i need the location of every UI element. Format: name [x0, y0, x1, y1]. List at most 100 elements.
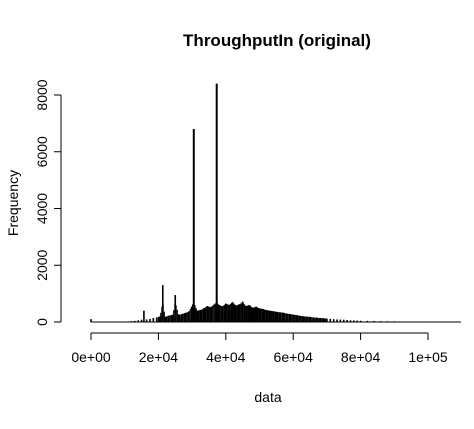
histogram-bar [137, 320, 139, 322]
histogram-bar [169, 315, 171, 322]
histogram-bar [285, 313, 287, 322]
histogram-bar [276, 311, 279, 322]
histogram-bar [143, 310, 145, 322]
histogram-bar [186, 312, 188, 322]
histogram-bar [181, 314, 183, 322]
histogram-bar [315, 317, 318, 322]
histogram-bar [190, 306, 193, 322]
histogram-bar [269, 310, 272, 322]
histogram-bar [298, 315, 300, 322]
histogram-bar [140, 319, 143, 322]
histogram-bar [282, 312, 285, 322]
histogram-bar [220, 305, 222, 322]
histogram-bar [293, 314, 295, 322]
histogram-bar [236, 305, 239, 322]
histogram-bar [152, 318, 155, 322]
histogram-bar [342, 319, 345, 322]
y-axis: 0 2000 4000 6000 8000 [34, 79, 62, 326]
histogram-bar [174, 303, 176, 322]
histogram-bar [256, 307, 259, 322]
histogram-bar [329, 318, 332, 322]
x-tick-label: 1e+05 [408, 349, 448, 365]
x-axis-label: data [254, 389, 281, 405]
histogram-bar [170, 315, 172, 322]
histogram-bar [221, 306, 223, 322]
histogram-bar [222, 305, 224, 322]
histogram-bar [346, 320, 348, 322]
histogram-bar [164, 316, 167, 322]
histogram-bar [200, 309, 202, 322]
histogram-bar [247, 305, 249, 322]
histogram-bar [279, 312, 281, 322]
x-tick-label: 2e+04 [139, 349, 179, 365]
y-tick-label: 2000 [34, 249, 50, 280]
histogram-bar [216, 302, 218, 322]
histogram-bar [288, 313, 290, 322]
histogram-bar [227, 304, 229, 322]
histogram-bar [324, 318, 326, 322]
histogram-bar [145, 319, 148, 322]
histogram-bar [304, 316, 306, 322]
histogram-bar [243, 304, 246, 322]
histogram-bar [168, 315, 170, 322]
histogram-bar [326, 318, 328, 322]
histogram-bar [281, 312, 283, 322]
histogram-bar [266, 310, 268, 322]
x-tick-label: 6e+04 [274, 349, 314, 365]
histogram-bar [289, 314, 292, 322]
histogram-bar [184, 312, 187, 322]
histogram-bar [217, 304, 220, 322]
histogram-bar [322, 318, 325, 322]
histogram-bar [313, 317, 315, 322]
histogram-bar [188, 311, 190, 322]
histogram-bar [349, 320, 352, 322]
histogram-bar [246, 305, 248, 322]
histogram-bar [253, 307, 255, 322]
histogram-bar [183, 313, 185, 322]
histogram-bar [232, 302, 234, 322]
y-tick-label: 0 [34, 318, 50, 326]
histogram-bar [228, 304, 230, 322]
histogram-bar [299, 315, 301, 322]
y-axis-label: Frequency [5, 170, 21, 236]
histogram-bar [239, 304, 241, 322]
histogram-bar [226, 303, 228, 322]
histogram-bar [192, 129, 195, 322]
histogram-bar [158, 316, 161, 322]
histogram-bar [332, 319, 335, 322]
histogram-bar [163, 311, 165, 322]
histogram-bar [305, 316, 307, 322]
x-axis: 0e+00 2e+04 4e+04 6e+04 8e+04 1e+05 [71, 332, 448, 365]
histogram-bar [161, 306, 163, 322]
histogram-bar [319, 318, 321, 322]
histogram-bar [204, 307, 207, 322]
histogram-bar [196, 310, 198, 322]
histogram-bar [317, 317, 319, 322]
histogram-bar [161, 285, 164, 322]
histogram-bar [223, 304, 226, 322]
histogram-bar [295, 315, 297, 322]
histogram-bar [278, 312, 280, 322]
histogram-bar [192, 304, 194, 322]
histogram-bar [233, 303, 235, 322]
histogram-bar [320, 318, 322, 322]
histogram-bar [339, 319, 342, 322]
histogram-bar [292, 314, 294, 322]
histogram-bar [194, 305, 196, 322]
histogram-bar [215, 83, 218, 323]
histogram-bar [260, 308, 262, 322]
histogram-bar [296, 315, 299, 322]
histogram-bar [261, 308, 263, 322]
histogram-bar [206, 306, 208, 322]
histogram-bar [359, 320, 362, 322]
histogram-bar [250, 306, 253, 322]
histogram-bar [265, 309, 267, 322]
histogram-bar [149, 318, 151, 322]
histogram-bar [366, 320, 369, 322]
histogram-bar [318, 317, 320, 322]
histogram-bar [179, 314, 181, 322]
histogram-bar [182, 313, 184, 322]
y-tick-label: 8000 [34, 79, 50, 110]
histogram-bar [214, 303, 216, 322]
histogram-bar [134, 320, 136, 322]
